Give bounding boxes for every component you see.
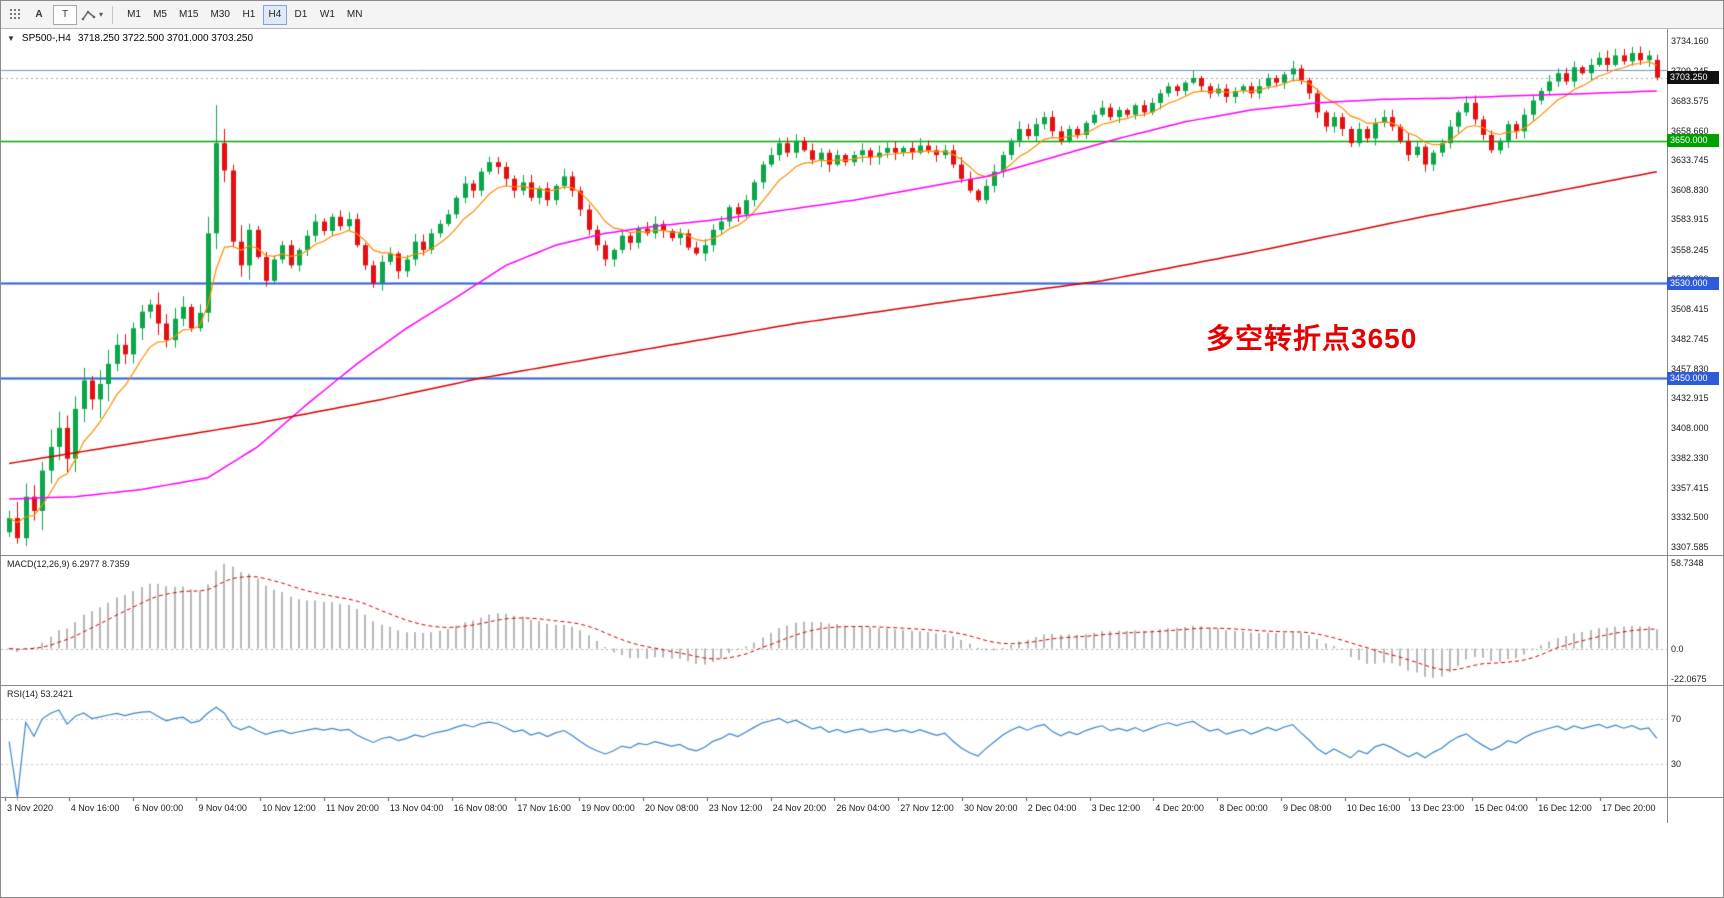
toolbar-separator [112,5,114,24]
price-tick-label: 3683.575 [1671,96,1709,106]
current-price-badge: 3703.250 [1667,71,1719,85]
price-tick-label: 3357.415 [1671,482,1709,493]
chart-area: ▼ SP500-,H4 3718.250 3722.500 3701.000 3… [1,29,1723,897]
price-line-badge: 3650.000 [1667,134,1719,148]
price-tick-label: 3533.330 [1671,274,1709,285]
price-tick-label: 3332.500 [1671,512,1709,523]
price-tick-label: 3307.585 [1671,542,1709,552]
timeframe-button-mn[interactable]: MN [342,5,368,25]
price-tick-label: 3558.245 [1671,244,1709,255]
timeframe-button-w1[interactable]: W1 [315,5,340,25]
timeframe-group: M1 M5 M15 M30 H1 H4 D1 W1 MN [122,4,368,25]
price-tick-label: 3734.160 [1671,36,1709,46]
price-tick-label: 3709.245 [1671,65,1709,76]
dots-grid-icon[interactable] [5,5,25,25]
price-line-badge: 3450.000 [1667,371,1719,385]
price-tick-label: 3432.915 [1671,393,1709,404]
timeframe-button-h1[interactable]: H1 [237,5,261,25]
macd-axis-label: 58.7348 [1671,558,1704,568]
timeframe-button-m1[interactable]: M1 [122,5,146,25]
price-tick-label: 3482.745 [1671,334,1709,345]
axis-border-line [1667,29,1668,823]
macd-axis-label: 0.0 [1671,643,1684,654]
price-tick-label: 3408.000 [1671,422,1709,433]
price-tick-label: 3658.660 [1671,125,1709,136]
chart-annotation-text: 多空转折点3650 [1206,323,1418,354]
symbol-label: SP500-,H4 [21,33,71,44]
timeframe-button-d1[interactable]: D1 [289,5,313,25]
timeframe-button-m5[interactable]: M5 [148,5,172,25]
collapse-triangle-icon[interactable]: ▼ [7,34,15,43]
timeframe-button-h4[interactable]: H4 [262,4,287,25]
ohlc-values: 3718.250 3722.500 3701.000 3703.250 [77,33,254,44]
price-tick-label: 3457.830 [1671,363,1709,374]
toolbar: A T ▾ M1 M5 M15 M30 H1 H4 D1 W1 MN [1,1,1723,29]
text-tool-button[interactable]: T [53,4,77,25]
chart-canvas[interactable] [1,29,1667,823]
timeframe-button-m30[interactable]: M30 [205,5,234,25]
price-tick-label: 3382.330 [1671,453,1709,464]
rsi-indicator-label: RSI(14) 53.2421 [7,689,74,699]
price-tick-label: 3583.915 [1671,214,1709,225]
font-a-button[interactable]: A [27,5,51,25]
polyline-tool-icon[interactable] [79,5,99,25]
macd-indicator-label: MACD(12,26,9) 6.2977 8.7359 [7,559,130,569]
timeframe-button-m15[interactable]: M15 [174,5,203,25]
price-tick-label: 3633.745 [1671,155,1709,166]
macd-axis-label: -22.0675 [1671,674,1707,684]
chart-header: ▼ SP500-,H4 3718.250 3722.500 3701.000 3… [7,33,253,44]
rsi-axis-label: 70 [1671,714,1682,725]
dropdown-caret-icon[interactable]: ▾ [99,10,104,19]
rsi-axis-label: 30 [1671,758,1682,769]
panel-separator[interactable] [1,555,1723,556]
panel-separator [1,797,1723,798]
price-line-badge: 3530.000 [1667,276,1719,290]
price-tick-label: 3508.415 [1671,303,1709,314]
price-tick-label: 3608.830 [1671,184,1709,195]
panel-separator[interactable] [1,685,1723,686]
